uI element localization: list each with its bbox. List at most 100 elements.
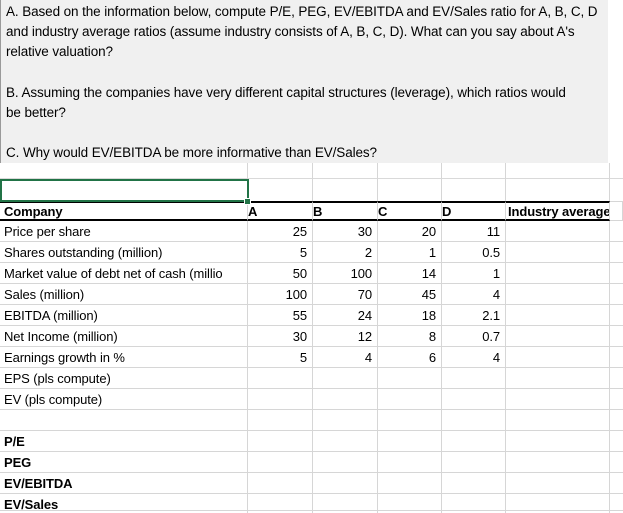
row-label-cell[interactable]: EV (pls compute) [0,389,248,410]
empty-cell[interactable] [442,179,506,201]
column-header-company[interactable]: Company [0,201,248,221]
value-cell[interactable]: 100 [313,263,378,284]
row-label-cell[interactable]: P/E [0,431,248,452]
empty-cell[interactable] [248,179,313,201]
value-cell[interactable] [378,431,442,452]
value-cell[interactable] [313,431,378,452]
empty-cell[interactable] [248,511,313,513]
row-label-cell[interactable]: Shares outstanding (million) [0,242,248,263]
value-cell[interactable]: 4 [313,347,378,368]
empty-cell[interactable] [442,511,506,513]
empty-cell[interactable] [313,179,378,201]
value-cell[interactable]: 30 [248,326,313,347]
column-header-c[interactable]: C [378,201,442,221]
value-cell[interactable] [442,389,506,410]
value-cell[interactable] [506,263,610,284]
row-label-cell[interactable]: Market value of debt net of cash (millio [0,263,248,284]
value-cell[interactable]: 12 [313,326,378,347]
value-cell[interactable] [378,494,442,511]
empty-cell[interactable] [610,179,623,201]
empty-cell[interactable] [506,511,610,513]
value-cell[interactable]: 18 [378,305,442,326]
row-label-cell[interactable]: PEG [0,452,248,473]
row-label-cell[interactable] [0,410,248,431]
value-cell[interactable]: 0.7 [442,326,506,347]
empty-cell[interactable] [610,201,623,221]
fill-handle[interactable] [244,198,251,205]
value-cell[interactable] [506,305,610,326]
empty-cell[interactable] [313,511,378,513]
value-cell[interactable]: 5 [248,242,313,263]
value-cell[interactable] [248,410,313,431]
value-cell[interactable] [442,431,506,452]
column-header-d[interactable]: D [442,201,506,221]
value-cell[interactable]: 14 [378,263,442,284]
value-cell[interactable] [506,242,610,263]
value-cell[interactable] [313,368,378,389]
empty-cell[interactable] [0,511,248,513]
value-cell[interactable]: 25 [248,221,313,242]
value-cell[interactable]: 24 [313,305,378,326]
value-cell[interactable] [506,473,610,494]
value-cell[interactable] [442,452,506,473]
value-cell[interactable]: 50 [248,263,313,284]
column-header-b[interactable]: B [313,201,378,221]
value-cell[interactable] [313,389,378,410]
value-cell[interactable]: 55 [248,305,313,326]
value-cell[interactable] [378,368,442,389]
value-cell[interactable]: 0.5 [442,242,506,263]
value-cell[interactable] [610,242,623,263]
value-cell[interactable] [313,452,378,473]
value-cell[interactable]: 100 [248,284,313,305]
value-cell[interactable] [610,410,623,431]
row-label-cell[interactable]: Sales (million) [0,284,248,305]
value-cell[interactable]: 20 [378,221,442,242]
value-cell[interactable] [610,431,623,452]
value-cell[interactable] [610,389,623,410]
empty-cell[interactable] [248,163,313,179]
value-cell[interactable]: 70 [313,284,378,305]
value-cell[interactable] [506,410,610,431]
empty-cell[interactable] [378,179,442,201]
empty-cell[interactable] [378,163,442,179]
value-cell[interactable] [313,473,378,494]
value-cell[interactable] [610,368,623,389]
value-cell[interactable] [610,494,623,511]
row-label-cell[interactable]: Price per share [0,221,248,242]
value-cell[interactable] [610,452,623,473]
empty-cell[interactable] [506,179,610,201]
value-cell[interactable]: 2.1 [442,305,506,326]
row-label-cell[interactable]: EV/Sales [0,494,248,511]
value-cell[interactable] [506,494,610,511]
value-cell[interactable] [506,347,610,368]
value-cell[interactable] [442,368,506,389]
value-cell[interactable] [506,452,610,473]
empty-cell[interactable] [506,163,610,179]
value-cell[interactable] [610,284,623,305]
empty-cell[interactable] [442,163,506,179]
value-cell[interactable] [248,452,313,473]
value-cell[interactable] [506,389,610,410]
value-cell[interactable] [442,494,506,511]
value-cell[interactable]: 5 [248,347,313,368]
value-cell[interactable] [248,494,313,511]
empty-cell[interactable] [0,163,248,179]
value-cell[interactable] [610,347,623,368]
empty-cell[interactable] [313,163,378,179]
value-cell[interactable]: 11 [442,221,506,242]
value-cell[interactable]: 2 [313,242,378,263]
empty-cell[interactable] [610,163,623,179]
row-label-cell[interactable]: Net Income (million) [0,326,248,347]
value-cell[interactable] [313,410,378,431]
column-header-a[interactable]: A [248,201,313,221]
row-label-cell[interactable]: EV/EBITDA [0,473,248,494]
value-cell[interactable] [506,221,610,242]
value-cell[interactable] [442,410,506,431]
value-cell[interactable] [442,473,506,494]
value-cell[interactable] [378,473,442,494]
empty-cell[interactable] [378,511,442,513]
value-cell[interactable]: 4 [442,284,506,305]
value-cell[interactable] [610,221,623,242]
value-cell[interactable] [610,305,623,326]
value-cell[interactable]: 4 [442,347,506,368]
